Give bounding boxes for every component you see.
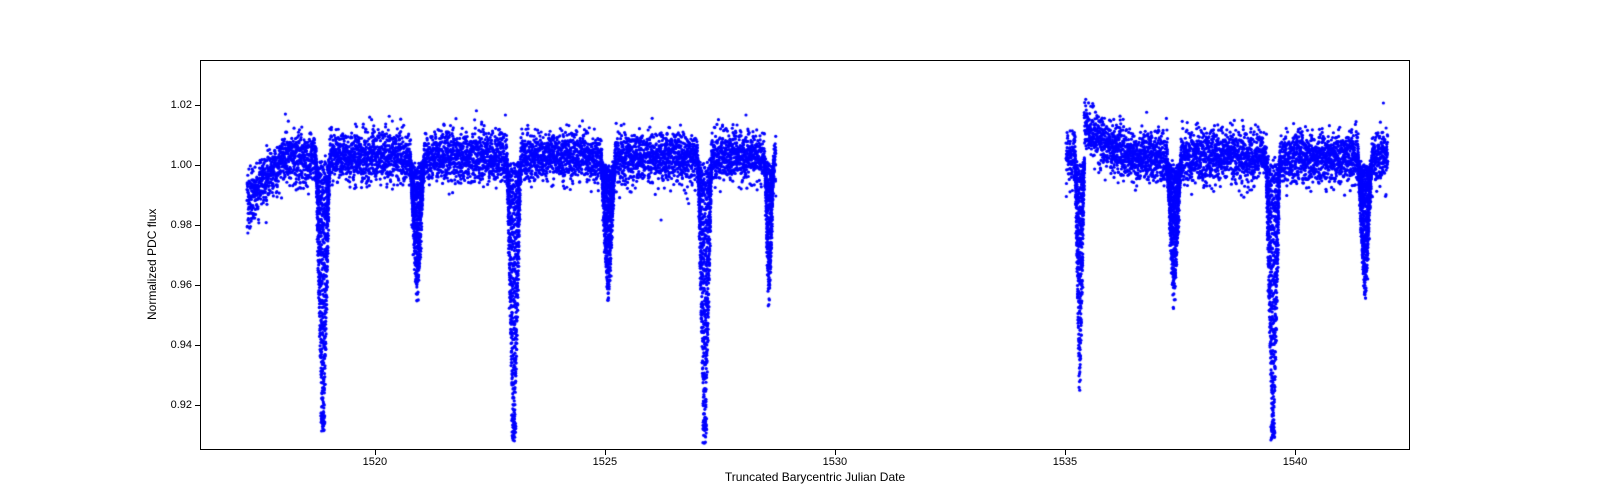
- y-tick-label: 0.92: [160, 399, 192, 411]
- y-tick-label: 1.02: [160, 99, 192, 111]
- y-tick-mark: [195, 405, 200, 406]
- figure: Truncated Barycentric Julian Date Normal…: [0, 0, 1600, 500]
- y-tick-mark: [195, 345, 200, 346]
- x-tick-mark: [835, 450, 836, 455]
- x-tick-label: 1530: [823, 456, 847, 468]
- y-tick-label: 0.94: [160, 339, 192, 351]
- x-tick-label: 1525: [593, 456, 617, 468]
- y-tick-mark: [195, 285, 200, 286]
- y-tick-label: 1.00: [160, 159, 192, 171]
- x-axis-label: Truncated Barycentric Julian Date: [705, 470, 925, 484]
- y-tick-label: 0.96: [160, 279, 192, 291]
- x-tick-mark: [375, 450, 376, 455]
- x-tick-label: 1535: [1053, 456, 1077, 468]
- x-tick-label: 1540: [1283, 456, 1307, 468]
- y-tick-mark: [195, 105, 200, 106]
- x-tick-mark: [605, 450, 606, 455]
- x-tick-mark: [1295, 450, 1296, 455]
- y-axis-label: Normalized PDC flux: [145, 209, 159, 320]
- plot-area: [200, 60, 1410, 450]
- y-tick-mark: [195, 165, 200, 166]
- x-tick-label: 1520: [363, 456, 387, 468]
- y-tick-label: 0.98: [160, 219, 192, 231]
- x-tick-mark: [1065, 450, 1066, 455]
- y-tick-mark: [195, 225, 200, 226]
- scatter-canvas: [201, 61, 1411, 451]
